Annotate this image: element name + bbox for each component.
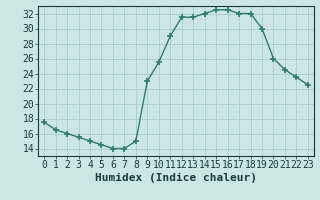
X-axis label: Humidex (Indice chaleur): Humidex (Indice chaleur) <box>95 173 257 183</box>
